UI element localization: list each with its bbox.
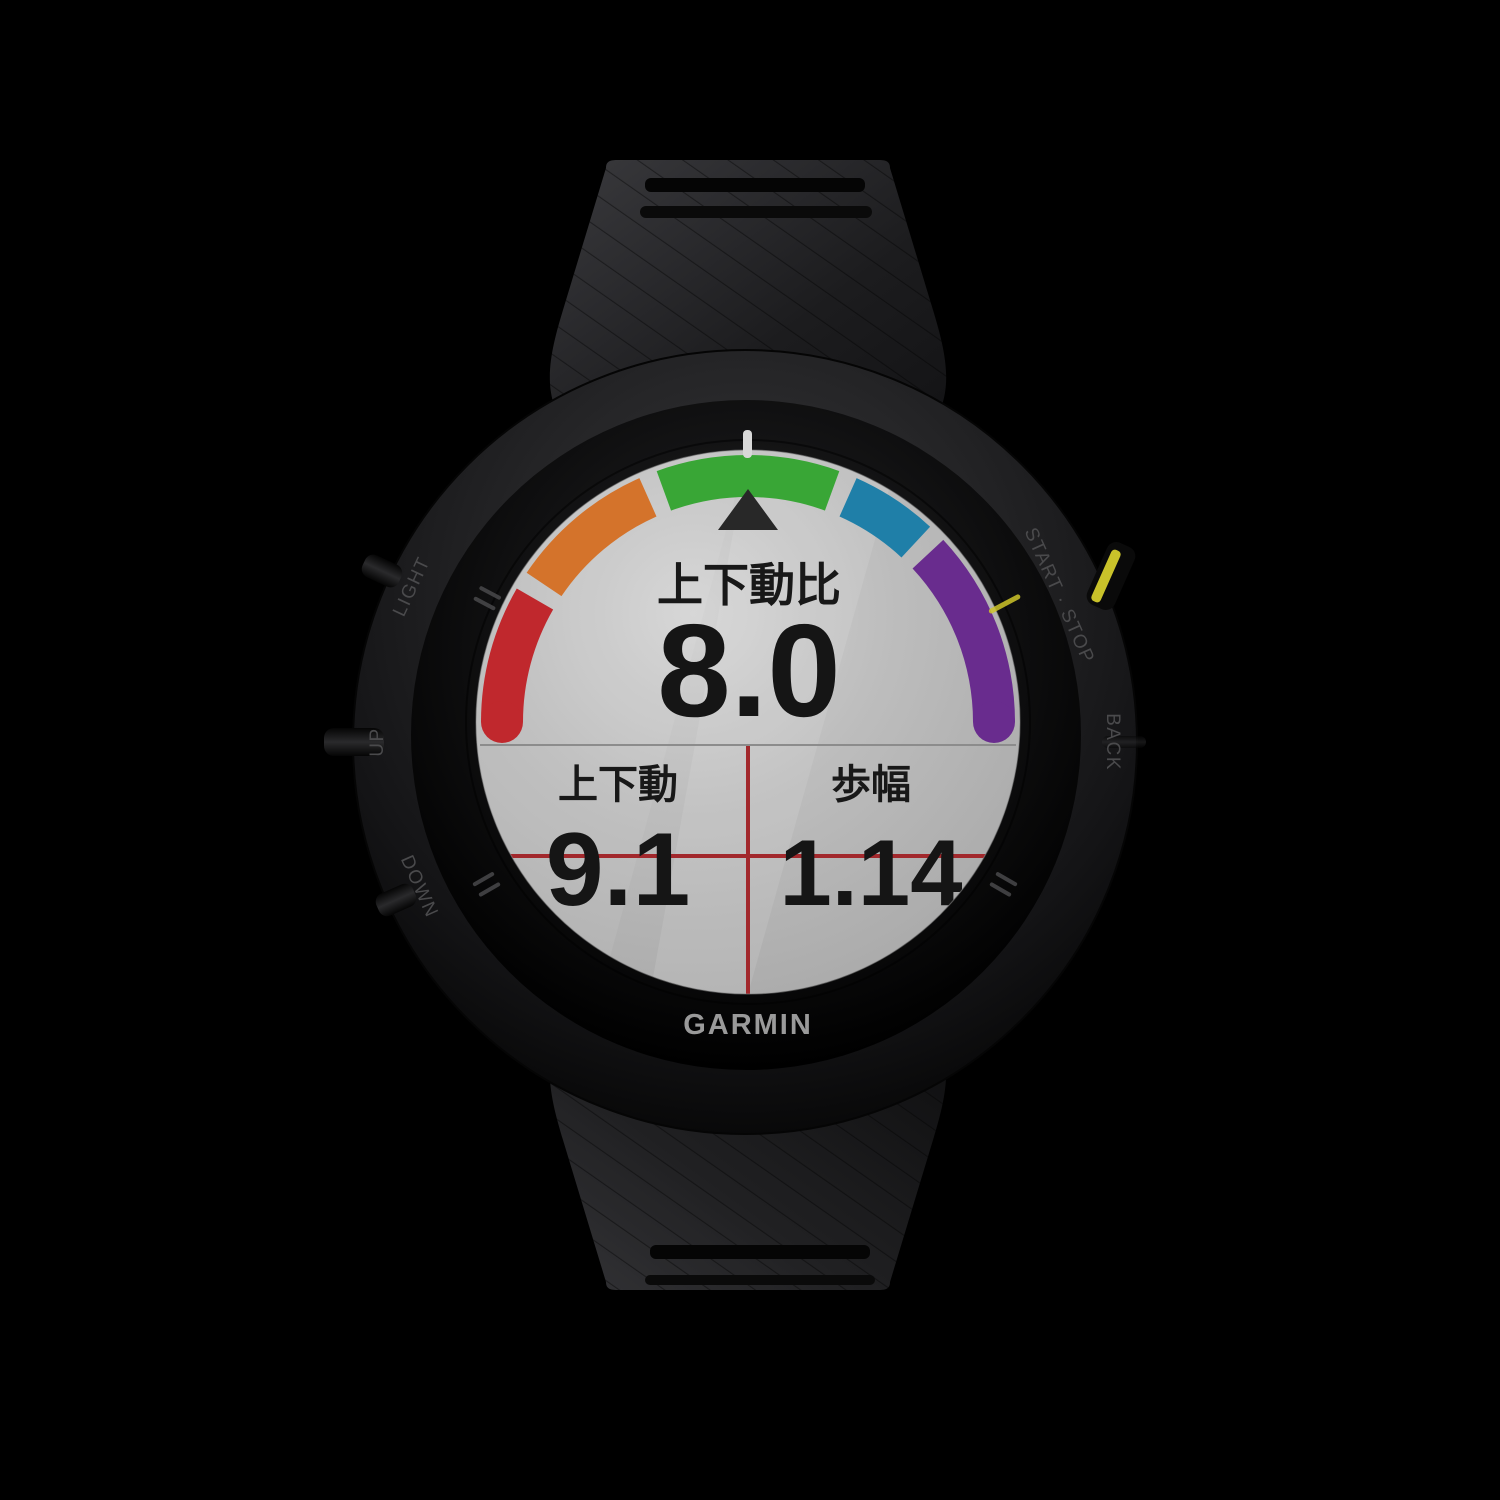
svg-text:1.14: 1.14 [780,820,963,925]
svg-text:BACK: BACK [1102,713,1123,771]
svg-text:9.1: 9.1 [546,812,691,928]
svg-text:歩幅: 歩幅 [831,763,911,807]
svg-text:GARMIN: GARMIN [683,1009,813,1041]
svg-text:上下動: 上下動 [558,763,678,807]
svg-text:8.0: 8.0 [657,597,841,744]
svg-text:UP: UP [367,727,388,756]
